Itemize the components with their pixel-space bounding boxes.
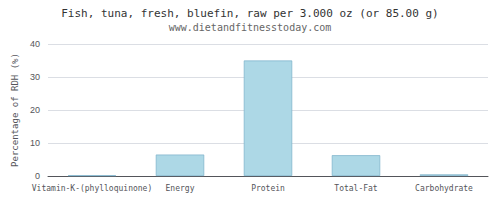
- svg-text:0: 0: [35, 171, 40, 181]
- svg-text:Carbohydrate: Carbohydrate: [415, 184, 473, 193]
- svg-text:20: 20: [30, 105, 40, 115]
- svg-text:Vitamin-K-(phylloquinone): Vitamin-K-(phylloquinone): [32, 184, 152, 193]
- svg-text:Energy: Energy: [166, 184, 195, 193]
- svg-text:30: 30: [30, 72, 40, 82]
- svg-text:40: 40: [30, 39, 40, 49]
- svg-text:Protein: Protein: [251, 184, 285, 193]
- svg-text:Fish, tuna, fresh, bluefin, ra: Fish, tuna, fresh, bluefin, raw per 3.00…: [61, 7, 439, 20]
- svg-text:10: 10: [30, 138, 40, 148]
- svg-text:Total-Fat: Total-Fat: [334, 184, 378, 193]
- svg-text:www.dietandfitnesstoday.com: www.dietandfitnesstoday.com: [169, 22, 332, 33]
- svg-text:Percentage of RDH (%): Percentage of RDH (%): [10, 53, 20, 167]
